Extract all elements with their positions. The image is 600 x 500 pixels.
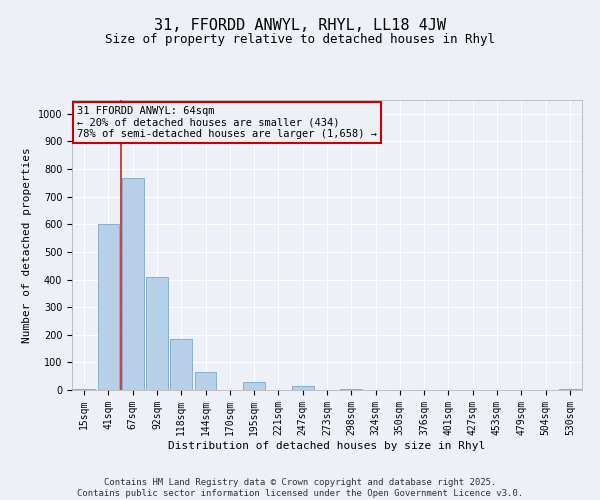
X-axis label: Distribution of detached houses by size in Rhyl: Distribution of detached houses by size … [169, 440, 485, 450]
Bar [243, 382, 265, 390]
Text: Size of property relative to detached houses in Rhyl: Size of property relative to detached ho… [105, 32, 495, 46]
Bar [194, 372, 217, 390]
Bar [97, 224, 119, 390]
Text: 31, FFORDD ANWYL, RHYL, LL18 4JW: 31, FFORDD ANWYL, RHYL, LL18 4JW [154, 18, 446, 32]
Text: Contains HM Land Registry data © Crown copyright and database right 2025.
Contai: Contains HM Land Registry data © Crown c… [77, 478, 523, 498]
Bar [73, 388, 95, 390]
Bar [170, 339, 192, 390]
Bar [122, 178, 143, 390]
Y-axis label: Number of detached properties: Number of detached properties [22, 147, 32, 343]
Bar [146, 277, 168, 390]
Bar [292, 386, 314, 390]
Text: 31 FFORDD ANWYL: 64sqm
← 20% of detached houses are smaller (434)
78% of semi-de: 31 FFORDD ANWYL: 64sqm ← 20% of detached… [77, 106, 377, 139]
